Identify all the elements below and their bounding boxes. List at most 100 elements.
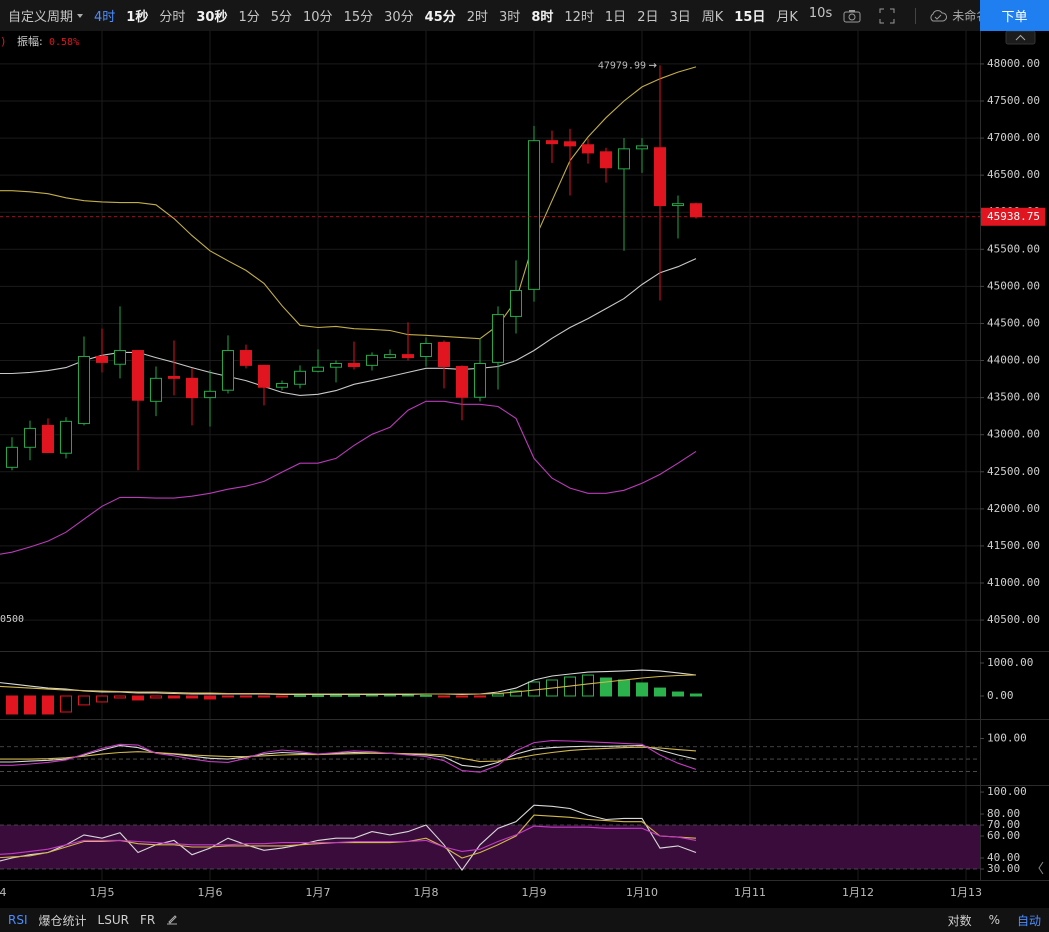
y-tick-label: 41000.00 <box>987 576 1040 589</box>
candle-body <box>258 364 270 388</box>
last-price-box <box>981 207 1045 226</box>
macd-bar <box>258 695 270 698</box>
macd-bar <box>78 695 90 706</box>
macd-bar <box>114 695 126 699</box>
period-option[interactable]: 1日 <box>604 10 627 25</box>
y-tick-label: 80.00 <box>987 807 1020 820</box>
candle-body <box>690 203 702 218</box>
period-option[interactable]: 1秒 <box>126 10 149 25</box>
period-option[interactable]: 2日 <box>637 10 659 25</box>
indicator-line <box>0 400 697 555</box>
candle-body <box>330 363 342 368</box>
indicator-line <box>0 825 697 855</box>
y-tick-label: 48000.00 <box>987 57 1040 70</box>
period-option[interactable]: 15分 <box>343 10 374 25</box>
y-tick-label: 44500.00 <box>987 316 1040 329</box>
x-tick-label: 1月7 <box>306 886 331 899</box>
order-button[interactable]: 下单 <box>980 0 1049 31</box>
candle-body <box>276 383 288 388</box>
period-option[interactable]: 分时 <box>159 10 186 25</box>
candle-body <box>240 350 252 366</box>
rsi-band <box>0 825 980 870</box>
candle-body <box>6 446 18 468</box>
period-option[interactable]: 3时 <box>499 10 521 25</box>
indicator-line <box>0 674 697 695</box>
fullscreen-button[interactable] <box>879 8 895 24</box>
macd-bar <box>456 695 468 698</box>
macd-bar <box>96 695 108 703</box>
y-tick-label: 100.00 <box>987 785 1027 798</box>
macd-bar <box>654 687 666 697</box>
period-option[interactable]: 1分 <box>238 10 260 25</box>
period-option[interactable]: 30分 <box>384 10 414 25</box>
indicator-line <box>0 744 697 768</box>
macd-bar <box>366 694 378 697</box>
macd-bar <box>510 690 522 697</box>
macd-bar <box>600 677 612 697</box>
candle-body <box>168 375 180 379</box>
footer-option[interactable]: LSUR <box>97 913 129 927</box>
candle-body <box>492 314 504 363</box>
y-tick-label: 43000.00 <box>987 428 1040 441</box>
macd-bar <box>330 694 342 697</box>
x-tick-label: 1月11 <box>734 886 766 899</box>
collapse-icon[interactable] <box>1038 861 1044 875</box>
scale-toggle-box[interactable] <box>1005 30 1036 45</box>
candle-body <box>528 140 540 290</box>
x-tick-label: 1月5 <box>90 886 115 899</box>
candle-body <box>24 427 36 448</box>
period-list: 4时 1秒 分时 30秒 1分 5分 10分 15分 30分 45分 2时 3时 8时 12时 1日 2日 3日… <box>94 6 843 25</box>
y-tick-label: 45500.00 <box>987 242 1040 255</box>
open-paren: ) <box>0 35 7 48</box>
candle-body <box>114 350 126 365</box>
period-option[interactable]: 10分 <box>303 10 333 25</box>
x-tick-label: 1月12 <box>842 886 874 899</box>
macd-bar <box>690 693 702 697</box>
last-price-label: 45938.75 <box>987 210 1040 223</box>
footer-option[interactable]: FR <box>139 913 156 927</box>
y-tick-label: 47000.00 <box>987 131 1040 144</box>
period-option[interactable]: 3日 <box>669 10 691 25</box>
period-option[interactable]: 8时 <box>531 10 554 25</box>
scale-options: 对数% 自动 <box>931 912 1041 929</box>
candle-body <box>600 151 612 169</box>
macd-bar <box>6 695 18 715</box>
macd-bar <box>402 694 414 697</box>
x-tick-label: 1月13 <box>950 886 982 899</box>
separator <box>915 7 917 24</box>
period-option[interactable]: 月K <box>776 10 798 25</box>
period-option[interactable]: 10s <box>808 6 833 21</box>
y-tick-label: 44000.00 <box>987 354 1040 367</box>
period-option[interactable]: 2时 <box>466 10 489 25</box>
footer-option[interactable]: 对数 <box>947 913 972 928</box>
macd-bar <box>312 695 324 698</box>
layout-selector[interactable]: 未命名 <box>928 7 998 24</box>
footer-option[interactable]: RSI <box>8 913 28 927</box>
x-tick-label: 1月4 <box>0 886 7 899</box>
edit-icon[interactable] <box>166 913 178 928</box>
footer-option[interactable]: 爆仓统计 <box>38 913 87 928</box>
x-tick-label: 1月10 <box>626 886 658 899</box>
custom-period[interactable]: 自定义周期 <box>8 6 83 25</box>
period-option[interactable]: 5分 <box>270 10 293 25</box>
indicator-line <box>0 804 697 872</box>
footer-option[interactable]: % <box>988 913 1000 927</box>
macd-bar <box>474 695 486 698</box>
macd-bar <box>42 695 54 715</box>
macd-bar <box>150 695 162 699</box>
period-option[interactable]: 周K <box>701 10 724 25</box>
footer-option[interactable]: 自动 <box>1016 913 1041 928</box>
period-option[interactable]: 30秒 <box>196 10 228 25</box>
macd-bar <box>528 681 540 697</box>
candle-body <box>510 289 522 317</box>
layout-name[interactable]: 未命名 <box>952 9 989 23</box>
snapshot-button[interactable] <box>843 9 861 23</box>
period-option[interactable]: 45分 <box>424 10 456 25</box>
period-option[interactable]: 12时 <box>564 10 594 25</box>
macd-bar <box>384 694 396 697</box>
period-option[interactable]: 15日 <box>734 10 766 25</box>
scale-toggle[interactable] <box>1005 30 1036 45</box>
candle-body <box>582 144 594 154</box>
period-option[interactable]: 4时 <box>94 10 116 25</box>
